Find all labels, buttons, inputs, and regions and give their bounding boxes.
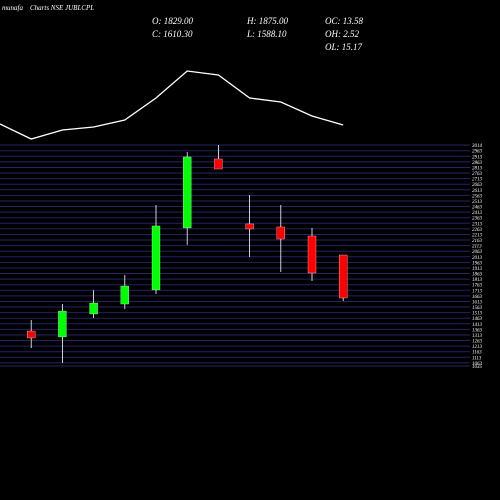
- y-tick-label: 1963: [472, 261, 483, 266]
- grid: 3014296329132863281327632713266326132563…: [0, 144, 483, 370]
- y-tick-label: 1213: [472, 345, 483, 350]
- candle-body: [89, 302, 98, 315]
- y-tick-label: 2313: [472, 222, 483, 227]
- candle-body: [58, 310, 67, 338]
- y-tick-label: 2613: [472, 189, 483, 194]
- y-tick-label: 1513: [472, 312, 483, 317]
- candle-body: [120, 285, 129, 305]
- y-tick-label: 1813: [472, 278, 483, 283]
- info-ol: OL: 15.17: [325, 42, 363, 52]
- candle-body: [245, 223, 254, 230]
- y-tick-label: 3014: [472, 144, 483, 149]
- y-tick-label: 1263: [472, 340, 483, 345]
- y-tick-label: 1863: [472, 273, 483, 278]
- y-tick-label: 2013: [472, 256, 483, 261]
- y-tick-label: 2413: [472, 211, 483, 216]
- y-tick-label: 2363: [472, 217, 483, 222]
- y-tick-label: 2913: [472, 155, 483, 160]
- y-tick-label: 2263: [472, 228, 483, 233]
- y-tick-label: 1413: [472, 323, 483, 328]
- y-tick-label: 1463: [472, 317, 483, 322]
- y-tick-label: 1035: [472, 365, 483, 370]
- y-tick-label: 2813: [472, 166, 483, 171]
- candle-body: [307, 235, 317, 274]
- y-tick-label: 1663: [472, 295, 483, 300]
- y-tick-label: 2163: [472, 239, 483, 244]
- chart-subtitle: Charts NSE JUBLCPL: [30, 4, 94, 12]
- y-tick-label: 2063: [472, 250, 483, 255]
- y-tick-label: 2563: [472, 194, 483, 199]
- y-tick-label: 1163: [472, 351, 482, 356]
- candle-body: [339, 254, 348, 299]
- y-tick-label: 2863: [472, 161, 483, 166]
- y-tick-label: 1113: [472, 356, 482, 361]
- info-close: C: 1610.30: [152, 29, 193, 39]
- y-tick-label: 1713: [472, 289, 483, 294]
- y-tick-label: 2463: [472, 206, 483, 211]
- y-tick-label: 1363: [472, 328, 483, 333]
- y-tick-label: 2513: [472, 200, 483, 205]
- overlay-line: [0, 70, 344, 140]
- info-open: O: 1829.00: [152, 16, 193, 26]
- y-tick-label: 1613: [472, 300, 483, 305]
- y-tick-label: 1313: [472, 334, 483, 339]
- y-tick-label: 2763: [472, 172, 483, 177]
- info-oh: OH: 2.52: [325, 29, 359, 39]
- y-tick-label: 2663: [472, 183, 483, 188]
- candle-body: [27, 330, 36, 339]
- info-high: H: 1875.00: [246, 16, 288, 26]
- info-low: L: 1588.10: [246, 29, 287, 39]
- y-tick-label: 2213: [472, 233, 483, 238]
- y-tick-label: 2113: [472, 245, 482, 250]
- chart-title: munafa: [2, 4, 24, 12]
- candle-body: [276, 226, 285, 240]
- plot-area: [0, 70, 348, 363]
- y-tick-label: 2713: [472, 178, 483, 183]
- candle-body: [183, 156, 192, 229]
- y-tick-label: 1913: [472, 267, 483, 272]
- y-tick-label: 1563: [472, 306, 483, 311]
- info-oc: OC: 13.58: [325, 16, 363, 26]
- candle-body: [151, 225, 161, 291]
- candle-body: [214, 158, 223, 170]
- y-tick-label: 2963: [472, 150, 483, 155]
- y-tick-label: 1763: [472, 284, 483, 289]
- y-tick-label: 1063: [472, 362, 483, 367]
